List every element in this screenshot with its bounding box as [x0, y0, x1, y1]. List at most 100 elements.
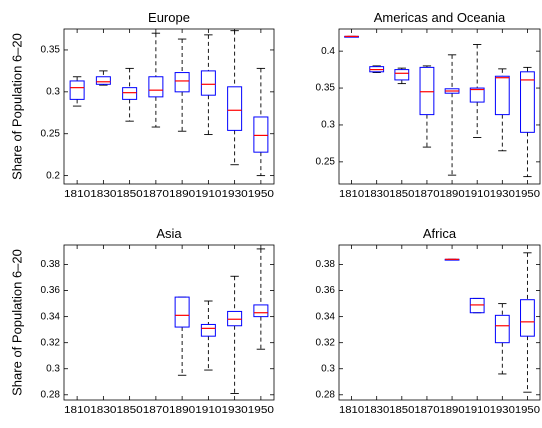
- y-tick-label: 0.3: [46, 86, 60, 97]
- x-tick-label: 1850: [117, 189, 144, 200]
- y-axis-label: Share of Population 6–20: [9, 249, 24, 396]
- iqr-box: [520, 71, 535, 133]
- chart-panel: Africa 0.28 0.3 0.32 0.34 0.36 0.38 1810 1830 185…: [316, 226, 541, 416]
- box-1930: [494, 68, 510, 152]
- y-tick-label: 0.38: [41, 259, 61, 270]
- y-tick-label: 0.3: [46, 363, 60, 374]
- y-tick-label: 0.3: [321, 363, 335, 374]
- x-tick-label: 1830: [90, 189, 117, 200]
- plot-frame: [338, 244, 541, 401]
- y-tick-label: 0.36: [316, 285, 336, 296]
- x-tick-label: 1950: [515, 189, 541, 200]
- x-tick-label: 1930: [490, 405, 516, 416]
- iqr-box: [520, 299, 535, 337]
- box-1910: [200, 34, 216, 136]
- iqr-box: [227, 86, 243, 131]
- plot-frame: [63, 28, 275, 185]
- y-tick-label: 0.36: [41, 285, 61, 296]
- box-1830: [369, 65, 385, 73]
- x-tick-label: 1890: [439, 405, 465, 416]
- box-1950: [253, 248, 269, 350]
- box-1930: [227, 275, 243, 394]
- plot-frame: [63, 244, 275, 401]
- box-1890: [444, 258, 460, 261]
- iqr-box: [95, 76, 111, 85]
- y-tick-label: 0.35: [41, 45, 61, 56]
- iqr-box: [469, 297, 485, 314]
- iqr-box: [253, 304, 269, 318]
- chart-title: Asia: [156, 226, 182, 241]
- x-tick-label: 1950: [515, 405, 541, 416]
- iqr-box: [174, 72, 190, 93]
- box-1810: [344, 35, 359, 38]
- iqr-box: [227, 310, 243, 327]
- x-tick-label: 1830: [364, 405, 390, 416]
- x-tick-label: 1830: [364, 189, 390, 200]
- y-tick-label: 0.35: [316, 83, 336, 94]
- x-tick-label: 1870: [414, 189, 440, 200]
- x-tick-label: 1850: [389, 405, 415, 416]
- box-1910: [469, 297, 485, 314]
- box-1910: [200, 300, 216, 371]
- box-1870: [148, 32, 164, 128]
- chart-title: Africa: [423, 226, 457, 241]
- x-tick-label: 1850: [117, 405, 144, 416]
- x-tick-label: 1950: [248, 405, 275, 416]
- box-1890: [174, 296, 190, 376]
- iqr-box: [494, 314, 510, 344]
- iqr-box: [200, 70, 216, 96]
- x-tick-label: 1810: [339, 405, 365, 416]
- box-1890: [444, 54, 460, 176]
- iqr-box: [494, 75, 510, 116]
- x-tick-label: 1930: [490, 189, 516, 200]
- x-tick-label: 1850: [389, 189, 415, 200]
- chart-panel: Asia Share of Population 6–20 0.28 0.3 0.32 0…: [9, 226, 274, 416]
- box-1910: [469, 44, 485, 138]
- x-tick-label: 1810: [339, 189, 365, 200]
- box-1810: [69, 76, 85, 107]
- y-tick-label: 0.32: [41, 337, 61, 348]
- x-tick-label: 1830: [90, 405, 117, 416]
- x-tick-label: 1890: [439, 189, 465, 200]
- y-axis-label: Share of Population 6–20: [9, 33, 24, 180]
- x-tick-label: 1910: [195, 189, 222, 200]
- box-1890: [174, 38, 190, 132]
- iqr-box: [122, 87, 138, 100]
- box-1950: [253, 67, 269, 177]
- iqr-box: [394, 69, 410, 81]
- iqr-box: [469, 87, 485, 103]
- y-tick-label: 0.32: [316, 337, 336, 348]
- chart-title: Americas and Oceania: [374, 10, 506, 25]
- y-tick-label: 0.28: [316, 389, 336, 400]
- x-tick-label: 1910: [195, 405, 222, 416]
- x-tick-label: 1870: [414, 405, 440, 416]
- x-tick-label: 1930: [222, 189, 249, 200]
- x-tick-label: 1890: [169, 189, 196, 200]
- chart-panel: Europe Share of Population 6–20 0.2 0.25 0.3…: [9, 10, 274, 200]
- x-tick-label: 1910: [465, 189, 491, 200]
- y-tick-label: 0.28: [41, 389, 61, 400]
- x-tick-label: 1890: [169, 405, 196, 416]
- x-tick-label: 1810: [64, 189, 91, 200]
- plot-frame: [338, 28, 541, 185]
- iqr-box: [253, 116, 269, 153]
- x-tick-label: 1810: [64, 405, 91, 416]
- box-1830: [95, 70, 111, 86]
- y-tick-label: 0.25: [316, 156, 336, 167]
- box-1930: [227, 30, 243, 166]
- iqr-box: [148, 76, 164, 98]
- iqr-box: [419, 66, 435, 116]
- box-1950: [520, 66, 535, 178]
- x-tick-label: 1870: [143, 405, 170, 416]
- box-1850: [394, 67, 410, 85]
- y-tick-label: 0.34: [41, 311, 61, 322]
- y-tick-label: 0.38: [316, 259, 336, 270]
- box-1850: [122, 67, 138, 122]
- box-1950: [520, 252, 535, 393]
- box-1870: [419, 65, 435, 148]
- y-tick-label: 0.4: [321, 46, 335, 57]
- chart-title: Europe: [148, 10, 190, 25]
- x-tick-label: 1910: [465, 405, 491, 416]
